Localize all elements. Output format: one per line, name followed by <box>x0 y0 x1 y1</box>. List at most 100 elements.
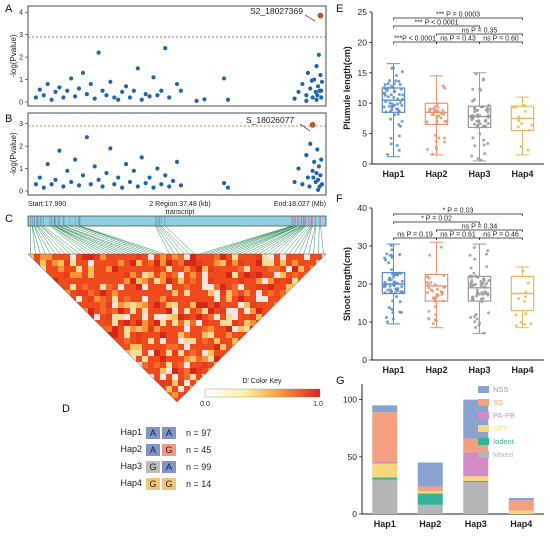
data-point <box>396 112 400 116</box>
y-axis-label-a: -log(Pvalue) <box>9 34 18 77</box>
ld-cell <box>142 278 148 284</box>
ld-cell <box>40 338 46 344</box>
ld-cell <box>184 266 190 272</box>
snp-point <box>135 66 140 71</box>
snp-point <box>57 85 62 90</box>
data-point <box>434 108 438 112</box>
x-tick-label: Hap4 <box>510 519 532 529</box>
snp-point <box>53 177 58 182</box>
data-point <box>387 261 391 265</box>
ld-cell <box>286 284 292 290</box>
bar-segment <box>417 491 443 494</box>
y-tick-label: 30 <box>358 241 368 251</box>
ld-cell <box>112 374 118 380</box>
ld-cell <box>268 284 274 290</box>
ld-cell <box>316 296 322 302</box>
ld-cell <box>280 320 286 326</box>
data-point <box>392 82 396 86</box>
x-tick-label: Hap3 <box>465 519 487 529</box>
ld-cell <box>244 272 250 278</box>
ld-cell <box>232 338 238 344</box>
ld-cell <box>274 314 280 320</box>
ld-cell <box>196 314 202 320</box>
ld-cell <box>118 320 124 326</box>
ld-cell <box>172 314 178 320</box>
ld-cell <box>268 290 274 296</box>
data-point <box>392 103 396 107</box>
data-point <box>472 122 476 126</box>
snp-mapping-line <box>160 225 190 255</box>
snp-mapping-line <box>288 225 311 255</box>
data-point <box>426 283 430 287</box>
ld-cell <box>58 356 64 362</box>
ld-cell <box>190 386 196 392</box>
snp-mapping-line <box>293 225 312 255</box>
data-point <box>474 325 478 329</box>
ld-cell <box>280 356 286 362</box>
ld-cell <box>190 338 196 344</box>
ld-cell <box>262 368 268 374</box>
data-point <box>388 253 392 257</box>
ld-cell <box>178 254 184 260</box>
data-point <box>439 290 443 294</box>
data-point <box>487 311 491 315</box>
snp-point <box>116 97 121 102</box>
ld-cell <box>40 392 46 398</box>
ld-cell <box>148 374 154 380</box>
data-point <box>435 121 439 125</box>
boxplot-shoot: 0 10 20 30 40 Shoot length(cm) Hap1 Hap2 Hap3 Hap… <box>342 203 544 375</box>
data-point <box>526 148 530 152</box>
snp-mapping-line <box>31 225 36 255</box>
snp-point <box>316 164 321 169</box>
ld-cell <box>190 272 196 278</box>
data-point <box>442 113 446 117</box>
ld-cell <box>76 362 82 368</box>
ld-cell <box>208 326 214 332</box>
data-point <box>397 92 401 96</box>
ld-cell <box>202 284 208 290</box>
ld-cell <box>250 314 256 320</box>
data-point <box>387 306 391 310</box>
ld-cell <box>232 260 238 266</box>
ld-cell <box>292 266 298 272</box>
ld-cell <box>196 380 202 386</box>
ld-cell <box>76 266 82 272</box>
ld-cell <box>70 260 76 266</box>
ld-cell <box>154 398 160 402</box>
ld-cell <box>250 356 256 362</box>
ld-cell <box>136 398 142 402</box>
ld-cell <box>232 308 238 314</box>
ld-cell <box>130 344 136 350</box>
significance-bracket <box>479 41 523 44</box>
bar-segment <box>372 461 398 464</box>
ld-cell <box>34 284 40 290</box>
snp-point <box>61 95 66 100</box>
ld-cell <box>178 362 184 368</box>
data-point <box>386 152 390 156</box>
data-point <box>400 103 404 107</box>
allele-label: G <box>165 479 172 489</box>
ld-cell <box>214 290 220 296</box>
snp-point <box>65 88 70 93</box>
ld-cell <box>310 320 316 326</box>
snp-point <box>167 95 172 100</box>
ld-cell <box>280 302 286 308</box>
allele-box <box>146 478 160 490</box>
ld-cell <box>274 266 280 272</box>
snp-mapping-line <box>57 225 120 255</box>
ld-triangle-outline <box>27 253 327 403</box>
ld-cell <box>244 326 250 332</box>
snp-point <box>37 87 42 92</box>
ld-cell <box>304 254 310 260</box>
data-point <box>522 299 526 303</box>
data-point <box>528 128 532 132</box>
ld-cell <box>46 332 52 338</box>
ld-cell <box>88 254 94 260</box>
ld-cell <box>160 356 166 362</box>
snp-point <box>92 96 97 101</box>
snp-mapping-line <box>234 225 299 255</box>
data-point <box>393 113 397 117</box>
data-point <box>387 277 391 281</box>
ld-cell <box>268 254 274 260</box>
ld-cell <box>94 326 100 332</box>
